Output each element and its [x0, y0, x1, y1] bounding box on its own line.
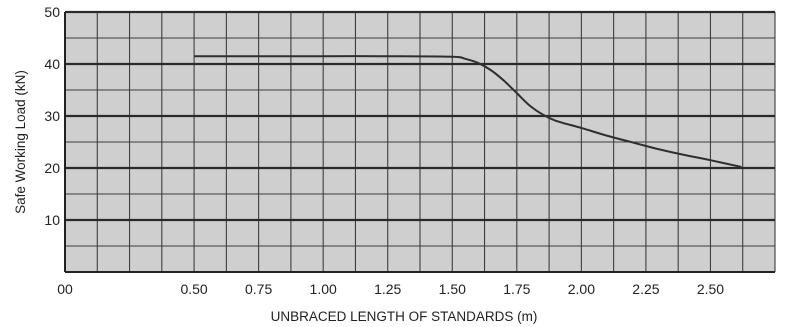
x-tick-label: 0.50 [180, 281, 207, 297]
x-tick-label: 2.50 [697, 281, 724, 297]
x-tick-label: 1.25 [374, 281, 401, 297]
series-layer [194, 55, 742, 168]
y-tick-label: 30 [44, 108, 60, 124]
x-tick-label: 0.75 [245, 281, 272, 297]
x-tick-label: 2.25 [632, 281, 659, 297]
series-line [194, 55, 742, 168]
x-axis-title: UNBRACED LENGTH OF STANDARDS (m) [271, 309, 538, 324]
x-tick-label: 1.00 [310, 281, 337, 297]
x-tick-label: 00 [57, 281, 73, 297]
y-tick-label: 20 [44, 160, 60, 176]
tick-labels: 00 0.50 0.75 1.00 1.25 1.50 1.75 2.00 2.25 2.50 10… [44, 4, 724, 297]
y-axis-title: Safe Working Load (kN) [13, 70, 28, 214]
x-tick-label: 2.00 [568, 281, 595, 297]
y-tick-label: 40 [44, 56, 60, 72]
x-tick-label: 1.50 [439, 281, 466, 297]
y-tick-label: 10 [44, 212, 60, 228]
y-tick-label: 50 [44, 4, 60, 20]
x-tick-label: 1.75 [503, 281, 530, 297]
